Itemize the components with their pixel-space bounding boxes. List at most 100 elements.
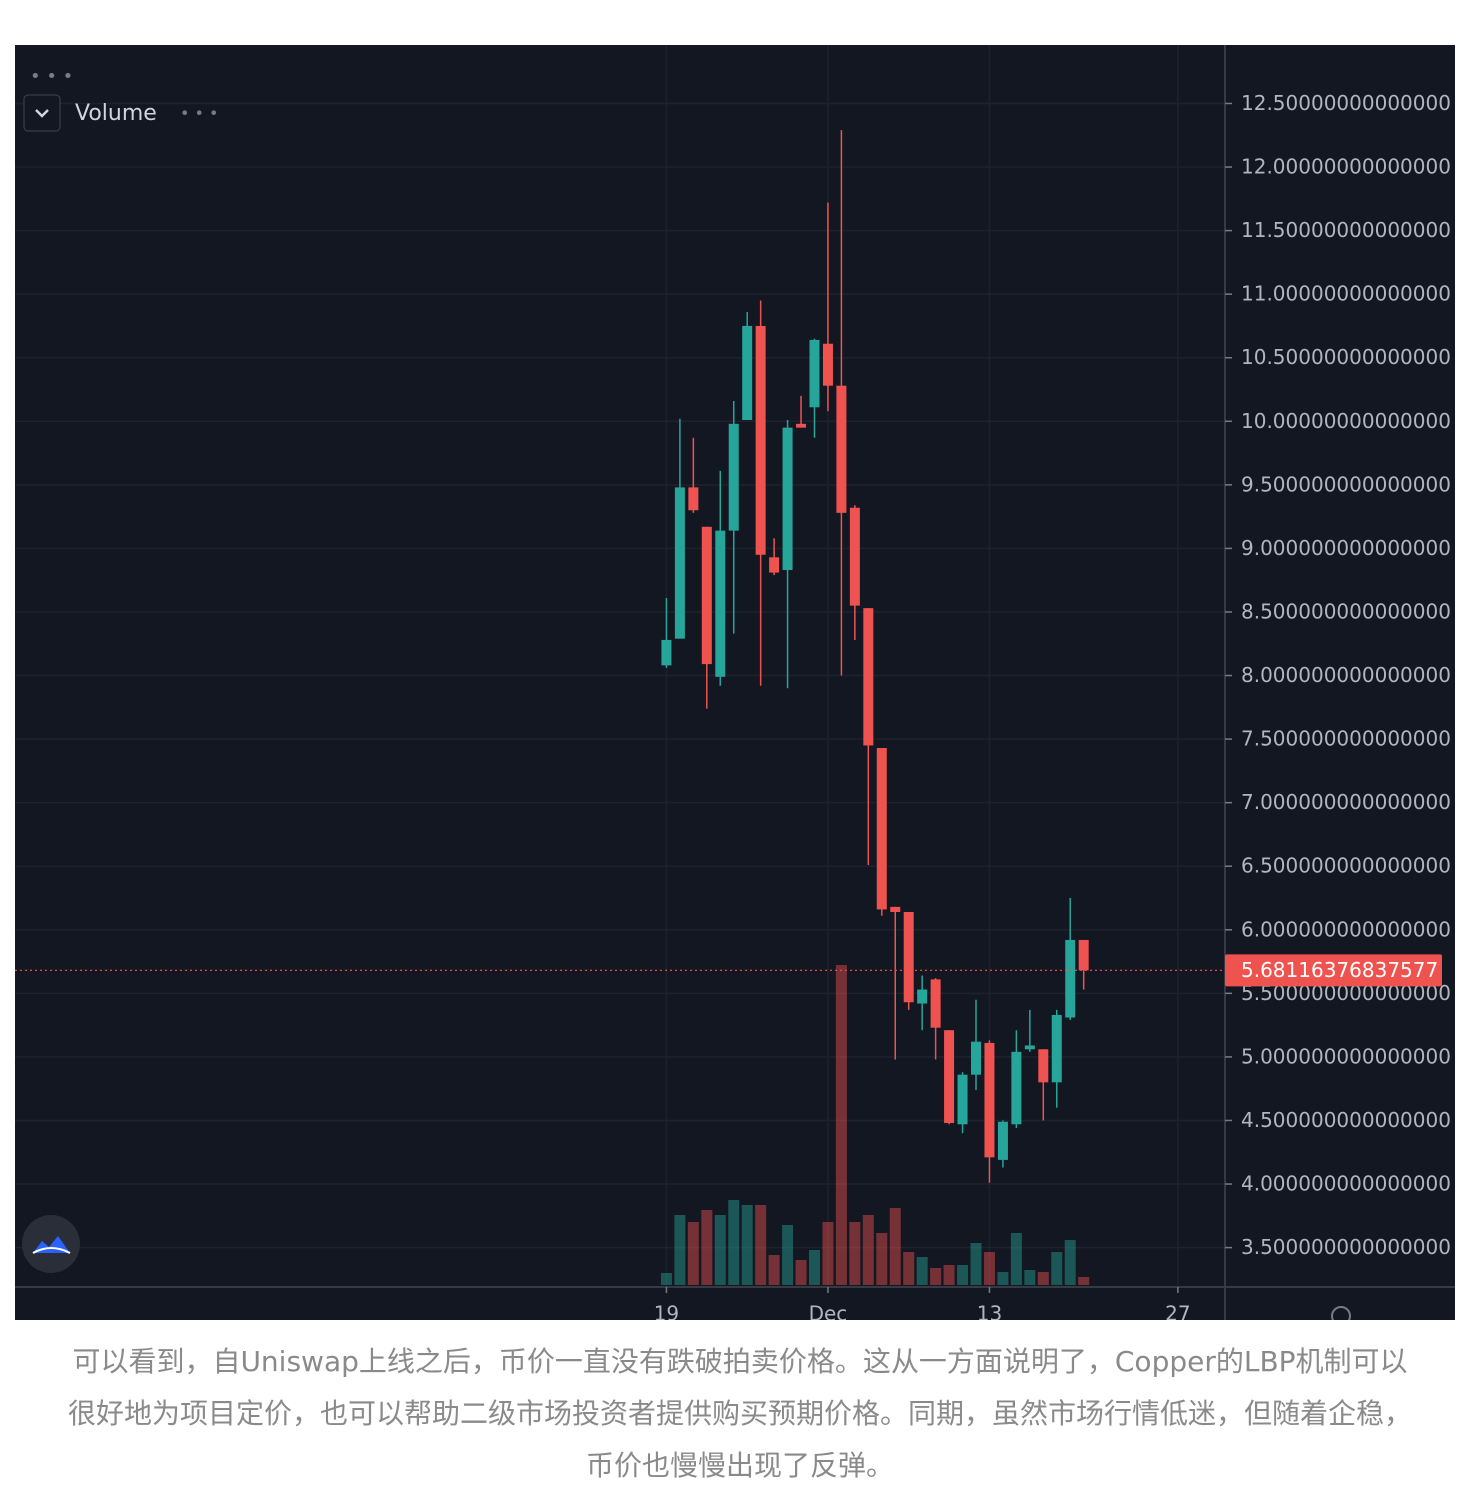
candle-body xyxy=(782,427,793,571)
candle-body xyxy=(984,1042,995,1158)
axes: 12.50000000000000 12.00000000000000 11.500… xyxy=(654,91,1451,1320)
collapse-button[interactable] xyxy=(23,94,61,132)
volume-bar xyxy=(876,1233,888,1285)
candle-body xyxy=(917,989,928,1004)
candle-body xyxy=(903,911,914,1003)
chart-background xyxy=(15,45,1455,1320)
candle-body xyxy=(809,339,820,408)
candle-body xyxy=(688,487,699,511)
candle-body xyxy=(742,325,753,421)
y-tick-label: 4.500000000000000 xyxy=(1241,1108,1451,1132)
y-tick-label: 9.000000000000000 xyxy=(1241,536,1451,560)
candle-body xyxy=(836,385,847,513)
y-tick-label: 11.00000000000000 xyxy=(1241,282,1451,306)
volume-bar xyxy=(916,1257,928,1285)
volume-bar xyxy=(728,1200,740,1285)
volume-bar xyxy=(1010,1233,1022,1285)
logo-circle xyxy=(22,1215,80,1273)
logo[interactable] xyxy=(22,1215,80,1273)
gear-icon xyxy=(1331,1306,1351,1320)
volume-bar xyxy=(997,1272,1009,1285)
settings-gear[interactable] xyxy=(1331,1306,1351,1320)
volume-bar xyxy=(782,1225,794,1285)
volume-bar xyxy=(957,1265,969,1285)
y-tick-label: 3.500000000000000 xyxy=(1241,1235,1451,1259)
y-tick-label: 4.000000000000000 xyxy=(1241,1172,1451,1196)
volume-bar xyxy=(674,1215,686,1285)
candle-body xyxy=(1051,1014,1062,1083)
volume-bar xyxy=(983,1252,995,1285)
volume-bar xyxy=(930,1268,942,1285)
volume-bar xyxy=(970,1243,982,1285)
candle-body xyxy=(1065,939,1076,1018)
volume-bar xyxy=(943,1265,955,1285)
candle-body xyxy=(701,526,712,665)
candle-body xyxy=(1038,1049,1049,1083)
x-tick-label: 13 xyxy=(977,1302,1002,1321)
legend-label: Volume xyxy=(75,101,157,126)
volume-bar xyxy=(687,1222,699,1285)
volume-bar xyxy=(701,1210,713,1285)
volume-bar xyxy=(741,1205,753,1285)
candle-body xyxy=(944,1030,955,1124)
volume-bar xyxy=(1051,1252,1063,1285)
volume-bar xyxy=(889,1208,901,1285)
y-tick-label: 7.500000000000000 xyxy=(1241,727,1451,751)
volume-bar xyxy=(835,965,847,1285)
volume-bar xyxy=(714,1215,726,1285)
volume-bar xyxy=(1024,1270,1036,1285)
candle-body xyxy=(1078,939,1089,971)
candle-body xyxy=(863,608,874,746)
x-tick-label: Dec xyxy=(809,1302,848,1321)
candle-body xyxy=(890,906,901,912)
y-tick-label: 6.500000000000000 xyxy=(1241,854,1451,878)
candle-body xyxy=(849,507,860,606)
candle-body xyxy=(661,639,672,666)
volume-bar xyxy=(862,1215,874,1285)
legend: • • • Volume • • • xyxy=(23,66,218,132)
y-tick-label: 6.000000000000000 xyxy=(1241,917,1451,941)
volume-bar xyxy=(795,1260,807,1285)
volume-bar xyxy=(849,1222,861,1285)
candle-body xyxy=(755,325,766,555)
candle-body xyxy=(930,979,941,1028)
x-tick-label: 27 xyxy=(1165,1302,1190,1321)
candle-body xyxy=(728,423,739,531)
volume-bar xyxy=(808,1250,820,1285)
y-tick-label: 12.00000000000000 xyxy=(1241,155,1451,179)
volume-bar xyxy=(822,1222,834,1285)
candle-body xyxy=(1024,1045,1035,1050)
candles xyxy=(661,130,1089,1183)
candle-body xyxy=(822,343,833,386)
candle-body xyxy=(769,557,780,573)
menu-dots: • • • xyxy=(30,66,73,87)
last-price: 5.68116376837577 xyxy=(15,954,1442,987)
y-tick-label: 7.000000000000000 xyxy=(1241,790,1451,814)
candle-body xyxy=(715,530,726,677)
volume-bar xyxy=(1037,1272,1049,1285)
volume-bar xyxy=(1064,1240,1076,1285)
legend-menu-dots[interactable]: • • • xyxy=(180,104,218,123)
volume-bar xyxy=(768,1255,780,1285)
volume-bar xyxy=(660,1273,672,1285)
volume-bar xyxy=(755,1205,767,1285)
last-price-box xyxy=(1225,954,1442,987)
candle-body xyxy=(1011,1051,1022,1125)
last-price-label: 5.68116376837577 xyxy=(1241,958,1438,982)
volume-bar xyxy=(903,1252,915,1285)
y-tick-label: 12.50000000000000 xyxy=(1241,91,1451,115)
candle-body xyxy=(796,423,807,428)
x-tick-label: 19 xyxy=(654,1302,679,1321)
chart: 12.50000000000000 12.00000000000000 11.500… xyxy=(15,45,1455,1320)
y-tick-label: 5.000000000000000 xyxy=(1241,1044,1451,1068)
volume-pane xyxy=(660,965,1090,1285)
candle-body xyxy=(997,1121,1008,1160)
y-tick-label: 10.50000000000000 xyxy=(1241,345,1451,369)
candle-body xyxy=(876,747,887,910)
y-tick-label: 9.500000000000000 xyxy=(1241,472,1451,496)
volume-bar xyxy=(1078,1277,1090,1285)
caption: 可以看到，自Uniswap上线之后，币价一直没有跌破拍卖价格。这从一方面说明了，… xyxy=(67,1345,1412,1482)
y-tick-label: 11.50000000000000 xyxy=(1241,218,1451,242)
y-tick-label: 10.00000000000000 xyxy=(1241,409,1451,433)
candle-body xyxy=(971,1041,982,1075)
